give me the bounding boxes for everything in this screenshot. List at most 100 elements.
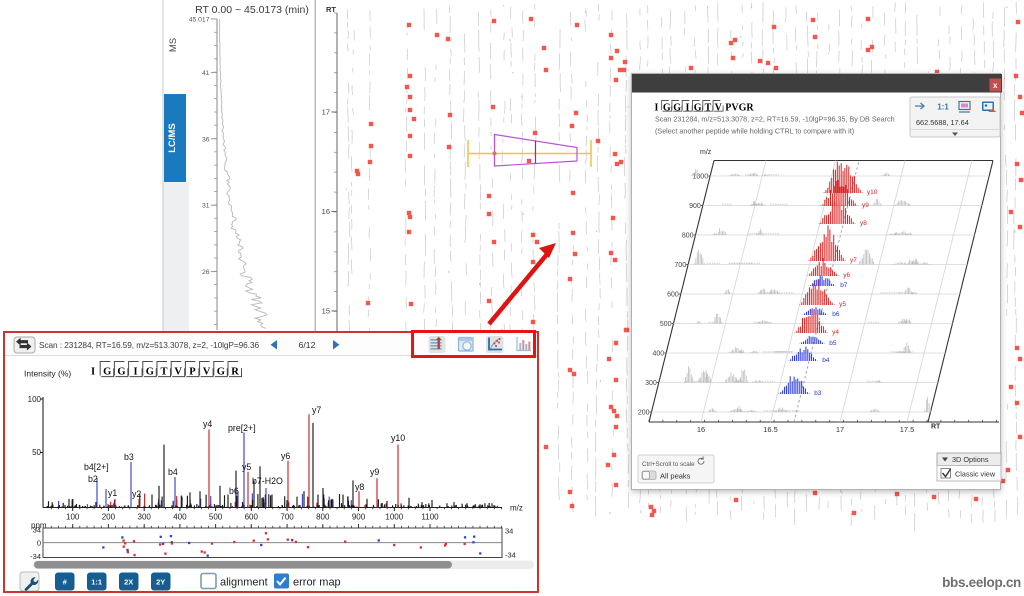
svg-text:600: 600 [667, 292, 679, 299]
svg-text:b4: b4 [822, 357, 830, 364]
svg-text:3D Options: 3D Options [952, 455, 989, 464]
svg-text:-34: -34 [30, 552, 41, 561]
svg-text:y7: y7 [850, 257, 857, 264]
svg-text:m/z: m/z [510, 504, 523, 513]
svg-text:All peaks: All peaks [660, 472, 691, 481]
svg-text:b7: b7 [840, 282, 848, 289]
svg-text:m/z: m/z [700, 149, 712, 156]
svg-text:PVGR: PVGR [725, 103, 754, 114]
svg-text:300: 300 [645, 380, 657, 387]
svg-text:Scan : 231284, RT=16.59, m/z=5: Scan : 231284, RT=16.59, m/z=513.3078, z… [39, 340, 259, 350]
svg-text:34: 34 [33, 526, 41, 535]
svg-text:1000: 1000 [385, 513, 403, 522]
svg-text:b6: b6 [229, 486, 239, 496]
svg-text:y2: y2 [132, 489, 141, 499]
svg-text:16.5: 16.5 [763, 425, 778, 434]
svg-text:y5: y5 [839, 301, 846, 308]
svg-text:y4: y4 [203, 419, 212, 429]
svg-text:1100: 1100 [421, 513, 439, 522]
svg-text:y8: y8 [860, 220, 867, 227]
svg-text:y10: y10 [391, 433, 405, 443]
svg-text:y6: y6 [281, 451, 290, 461]
svg-text:Ctrl+Scroll to scale: Ctrl+Scroll to scale [642, 461, 695, 468]
svg-text:600: 600 [245, 513, 259, 522]
svg-text:I: I [91, 367, 95, 378]
svg-text:y1: y1 [108, 488, 117, 498]
svg-text:P: P [189, 367, 196, 378]
svg-text:36: 36 [202, 136, 210, 143]
svg-text:b4: b4 [168, 467, 178, 477]
svg-text:6/12: 6/12 [299, 340, 316, 350]
svg-text:Classic view: Classic view [955, 470, 996, 479]
svg-text:26: 26 [202, 269, 210, 276]
svg-text:I: I [134, 367, 138, 378]
svg-text:41: 41 [202, 70, 210, 77]
svg-text:#: # [63, 578, 68, 587]
svg-text:b7-H2O: b7-H2O [252, 476, 283, 486]
svg-text:V: V [203, 367, 211, 378]
svg-text:15: 15 [322, 307, 330, 316]
svg-text:300: 300 [138, 513, 152, 522]
svg-text:pre[2+]: pre[2+] [228, 423, 256, 433]
svg-text:16: 16 [697, 425, 705, 434]
svg-text:1:1: 1:1 [91, 578, 102, 587]
svg-text:800: 800 [682, 233, 694, 240]
svg-text:100: 100 [28, 395, 42, 404]
svg-text:RT: RT [326, 5, 336, 14]
svg-text:17.5: 17.5 [900, 425, 915, 434]
svg-text:G: G [146, 367, 154, 378]
svg-text:y4: y4 [832, 329, 839, 336]
svg-text:800: 800 [316, 513, 330, 522]
svg-text:17: 17 [322, 108, 330, 117]
svg-text:500: 500 [209, 513, 223, 522]
svg-text:y5: y5 [242, 462, 251, 472]
svg-text:I: I [655, 103, 659, 114]
svg-text:y9: y9 [370, 467, 379, 477]
svg-text:y10: y10 [867, 189, 878, 196]
svg-text:T: T [160, 367, 167, 378]
svg-text:200: 200 [102, 513, 116, 522]
svg-text:Intensity (%): Intensity (%) [24, 369, 71, 379]
svg-text:b6: b6 [832, 311, 840, 318]
svg-text:1:1: 1:1 [937, 103, 949, 112]
svg-text:y6: y6 [843, 272, 850, 279]
svg-text:662.5688, 17.64: 662.5688, 17.64 [916, 118, 969, 127]
svg-text:I: I [685, 103, 689, 114]
svg-text:alignment: alignment [220, 577, 268, 589]
svg-text:(Select another peptide while: (Select another peptide while holding CT… [655, 127, 854, 136]
svg-text:400: 400 [653, 351, 665, 358]
svg-text:MS: MS [168, 38, 179, 52]
svg-text:T: T [705, 103, 712, 114]
svg-text:0: 0 [37, 539, 41, 548]
svg-text:500: 500 [660, 321, 672, 328]
svg-text:G: G [117, 367, 125, 378]
svg-text:200: 200 [638, 410, 650, 417]
svg-text:17: 17 [836, 425, 844, 434]
svg-text:y9: y9 [862, 202, 869, 209]
svg-text:y8: y8 [355, 482, 364, 492]
svg-text:100: 100 [66, 513, 80, 522]
svg-text:400: 400 [173, 513, 187, 522]
svg-text:G: G [673, 103, 681, 114]
svg-text:V: V [174, 367, 182, 378]
svg-text:700: 700 [280, 513, 294, 522]
svg-text:700: 700 [674, 262, 686, 269]
svg-text:1000: 1000 [693, 174, 709, 181]
svg-text:900: 900 [689, 203, 701, 210]
svg-text:y7: y7 [312, 405, 321, 415]
svg-text:2Y: 2Y [156, 578, 165, 587]
svg-text:2X: 2X [124, 578, 133, 587]
svg-text:16: 16 [322, 207, 330, 216]
svg-text:45.017: 45.017 [189, 17, 210, 24]
svg-text:error map: error map [293, 577, 341, 589]
svg-text:R: R [231, 367, 239, 378]
svg-text:RT 0.00 ~ 45.0173 (min): RT 0.00 ~ 45.0173 (min) [195, 4, 309, 16]
svg-text:50: 50 [32, 448, 41, 457]
svg-text:34: 34 [505, 527, 513, 536]
svg-text:G: G [103, 367, 111, 378]
svg-text:900: 900 [352, 513, 366, 522]
svg-text:G: G [217, 367, 225, 378]
svg-text:G: G [694, 103, 702, 114]
svg-text:31: 31 [202, 203, 210, 210]
svg-text:-34: -34 [505, 551, 516, 560]
